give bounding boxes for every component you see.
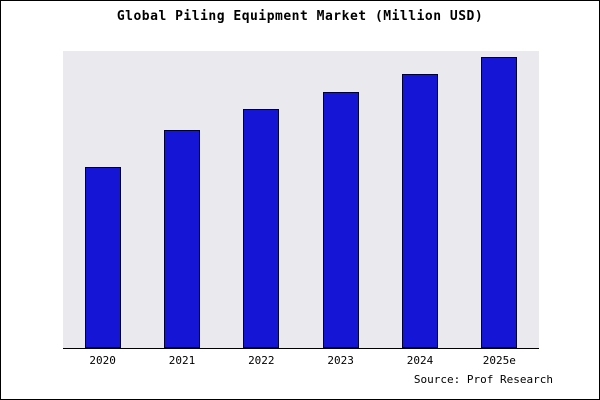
x-axis-labels: 2020 2021 2022 2023 2024 2025e <box>63 354 539 367</box>
bars-layer <box>63 51 539 348</box>
bar-2025e <box>481 56 518 348</box>
x-tick-label-2020: 2020 <box>89 354 116 367</box>
source-text: Source: Prof Research <box>413 373 553 386</box>
bar-2020 <box>84 167 121 348</box>
x-tick-label-2021: 2021 <box>168 354 196 367</box>
x-tick-label-2023: 2023 <box>327 354 354 367</box>
bar-column-2025e <box>481 51 518 348</box>
bar-column-2023 <box>322 51 359 348</box>
x-tick-label-2025e: 2025e <box>482 354 516 367</box>
bar-column-2022 <box>243 51 280 348</box>
plot-area <box>63 51 539 349</box>
bar-column-2021 <box>163 51 200 348</box>
x-tick-label-2024: 2024 <box>406 354 434 367</box>
bar-2024 <box>401 74 438 348</box>
bar-2023 <box>322 91 359 348</box>
bar-2022 <box>243 109 280 348</box>
bar-column-2020 <box>84 51 121 348</box>
chart-title: Global Piling Equipment Market (Million … <box>116 9 484 24</box>
bar-2021 <box>163 129 200 348</box>
x-tick-label-2022: 2022 <box>248 354 275 367</box>
bar-column-2024 <box>401 51 438 348</box>
